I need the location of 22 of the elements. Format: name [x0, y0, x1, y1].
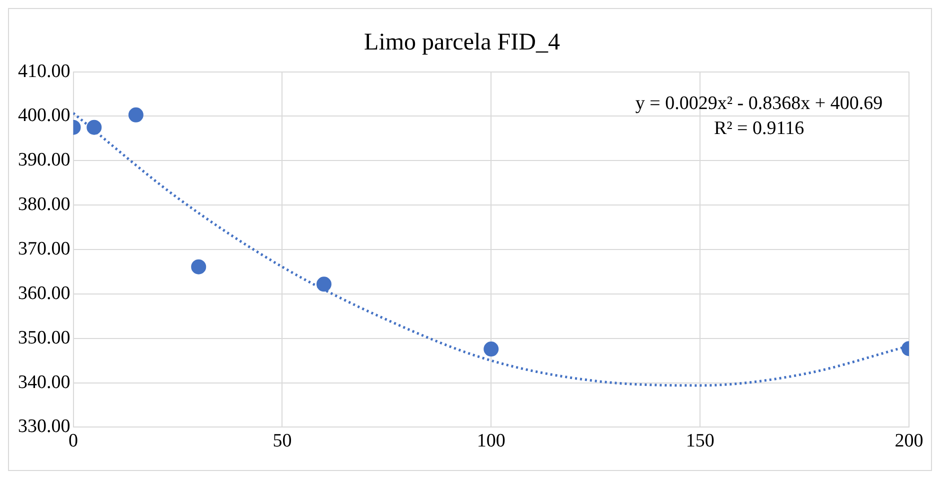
y-tick-label: 350.00 — [18, 327, 70, 348]
point — [316, 276, 332, 292]
y-tick-label: 370.00 — [18, 238, 70, 260]
y-tick-label: 400.00 — [18, 105, 70, 126]
x-tick-label: 200 — [894, 430, 924, 452]
annotation: y = 0.0029x² - 0.8368x + 400.69 — [635, 92, 883, 114]
point — [86, 120, 102, 135]
point — [191, 259, 206, 274]
x-tick-label: 50 — [272, 430, 292, 452]
chart-title: Limo parcela FID_4 — [364, 30, 560, 56]
y-tick-label: 360.00 — [18, 282, 70, 304]
y-tick-label: 410.00 — [18, 60, 70, 82]
point — [484, 342, 499, 357]
annotation: R² = 0.9116 — [714, 118, 804, 139]
x-tick-label: 150 — [686, 430, 714, 452]
y-tick-label: 330.00 — [18, 416, 70, 438]
x-tick-label: 100 — [476, 430, 506, 452]
x-tick-label: 0 — [68, 430, 78, 452]
y-tick-label: 340.00 — [18, 372, 70, 393]
y-tick-label: 390.00 — [18, 150, 70, 171]
point — [128, 107, 144, 122]
y-tick-label: 380.00 — [18, 194, 70, 216]
